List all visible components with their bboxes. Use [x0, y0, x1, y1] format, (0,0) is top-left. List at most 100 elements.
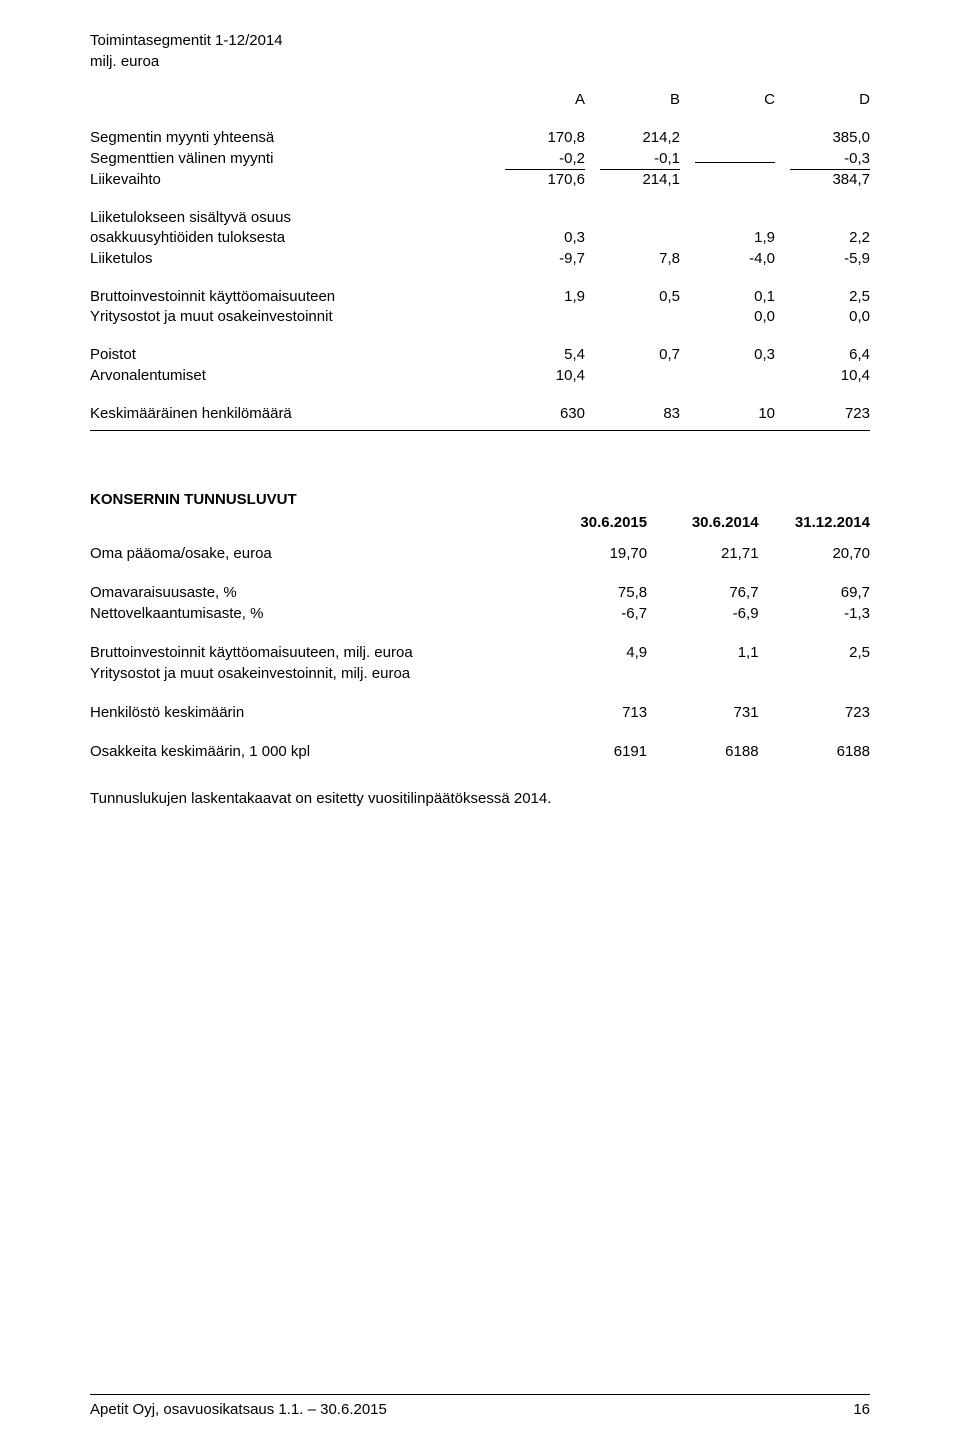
row-label: Bruttoinvestoinnit käyttöomaisuuteen	[90, 287, 490, 307]
cell-value	[585, 366, 680, 386]
cell-value: 10	[680, 404, 775, 424]
cell-value: 170,8	[490, 128, 585, 148]
table-row: Osakkeita keskimäärin, 1 000 kpl61916188…	[90, 741, 870, 762]
cell-value: 6,4	[775, 345, 870, 365]
konsernin-table: 30.6.201530.6.201431.12.2014 Oma pääoma/…	[90, 512, 870, 762]
row-label: Segmenttien välinen myynti	[90, 149, 490, 170]
cell-value: -1,3	[759, 603, 870, 624]
footer-left: Apetit Oyj, osavuosikatsaus 1.1. – 30.6.…	[90, 1401, 387, 1418]
cell-value: 20,70	[759, 543, 870, 564]
cell-value: 0,7	[585, 345, 680, 365]
cell-value	[759, 663, 870, 684]
table-row: Bruttoinvestoinnit käyttöomaisuuteen, mi…	[90, 642, 870, 663]
cell-value: 75,8	[536, 582, 647, 603]
cell-value: 385,0	[775, 128, 870, 148]
cell-value: -0,1	[585, 149, 680, 170]
cell-value: 731	[647, 702, 758, 723]
cell-value: 0,0	[775, 307, 870, 327]
cell-value	[536, 663, 647, 684]
cell-value	[647, 663, 758, 684]
table-row: Oma pääoma/osake, euroa19,7021,7120,70	[90, 543, 870, 564]
cell-value	[585, 208, 680, 228]
cell-value	[680, 366, 775, 386]
table-row: Arvonalentumiset10,410,4	[90, 366, 870, 386]
cell-value	[680, 149, 775, 170]
cell-value: 10,4	[775, 366, 870, 386]
cell-value: 0,3	[680, 345, 775, 365]
row-label: Liikevaihto	[90, 170, 490, 190]
segment-col-header: B	[585, 90, 680, 110]
table-row: Poistot5,40,70,36,4	[90, 345, 870, 365]
cell-value	[490, 307, 585, 327]
cell-value: 1,9	[680, 228, 775, 248]
cell-value: 76,7	[647, 582, 758, 603]
table-row: Liikevaihto170,6214,1384,7	[90, 170, 870, 190]
konsernin-header: KONSERNIN TUNNUSLUVUT	[90, 491, 870, 508]
segment-col-header: C	[680, 90, 775, 110]
segment-title-2: milj. euroa	[90, 51, 870, 72]
segment-col-header: D	[775, 90, 870, 110]
cell-value: 1,1	[647, 642, 758, 663]
cell-value	[680, 128, 775, 148]
cell-value: 0,1	[680, 287, 775, 307]
cell-value: 214,2	[585, 128, 680, 148]
page-footer: Apetit Oyj, osavuosikatsaus 1.1. – 30.6.…	[90, 1394, 870, 1418]
row-label: Yritysostot ja muut osakeinvestoinnit, m…	[90, 663, 536, 684]
cell-value: 69,7	[759, 582, 870, 603]
row-label: Poistot	[90, 345, 490, 365]
segment-title-1: Toimintasegmentit 1-12/2014	[90, 30, 870, 51]
cell-value: 1,9	[490, 287, 585, 307]
cell-value: 6188	[759, 741, 870, 762]
cell-value: 21,71	[647, 543, 758, 564]
row-label: Bruttoinvestoinnit käyttöomaisuuteen, mi…	[90, 642, 536, 663]
cell-value: -0,3	[775, 149, 870, 170]
cell-value: -6,7	[536, 603, 647, 624]
cell-value	[585, 228, 680, 248]
cell-value: 0,3	[490, 228, 585, 248]
cell-value: 170,6	[490, 170, 585, 190]
row-label: Omavaraisuusaste, %	[90, 582, 536, 603]
cell-value: 2,5	[775, 287, 870, 307]
row-label: Arvonalentumiset	[90, 366, 490, 386]
segment-table: ABCDSegmentin myynti yhteensä170,8214,23…	[90, 90, 870, 431]
row-label: Oma pääoma/osake, euroa	[90, 543, 536, 564]
row-label: Henkilöstö keskimäärin	[90, 702, 536, 723]
cell-value: -6,9	[647, 603, 758, 624]
table-row: Yritysostot ja muut osakeinvestoinnit, m…	[90, 663, 870, 684]
footer-right: 16	[853, 1401, 870, 1418]
row-label: Osakkeita keskimäärin, 1 000 kpl	[90, 741, 536, 762]
kt-col-header: 30.6.2014	[647, 512, 758, 533]
table-row: Nettovelkaantumisaste, %-6,7-6,9-1,3	[90, 603, 870, 624]
notes-text: Tunnuslukujen laskentakaavat on esitetty…	[90, 790, 870, 807]
cell-value: -9,7	[490, 249, 585, 269]
segment-col-header: A	[490, 90, 585, 110]
table-row: Omavaraisuusaste, %75,876,769,7	[90, 582, 870, 603]
table-row: Yritysostot ja muut osakeinvestoinnit 0,0…	[90, 307, 870, 327]
row-label: Liiketulos	[90, 249, 490, 269]
cell-value: 723	[775, 404, 870, 424]
cell-value: 723	[759, 702, 870, 723]
cell-value: -5,9	[775, 249, 870, 269]
table-row: Liiketulokseen sisältyvä osuus	[90, 208, 870, 228]
cell-value	[490, 208, 585, 228]
row-label: Nettovelkaantumisaste, %	[90, 603, 536, 624]
segment-title-block: Toimintasegmentit 1-12/2014 milj. euroa	[90, 30, 870, 72]
cell-value: 83	[585, 404, 680, 424]
cell-value: 4,9	[536, 642, 647, 663]
row-label: Yritysostot ja muut osakeinvestoinnit	[90, 307, 490, 327]
table-row: Segmentin myynti yhteensä170,8214,2385,0	[90, 128, 870, 148]
cell-value	[680, 170, 775, 190]
table-row: Liiketulos-9,77,8-4,0-5,9	[90, 249, 870, 269]
cell-value: 630	[490, 404, 585, 424]
table-row: osakkuusyhtiöiden tuloksesta0,31,92,2	[90, 228, 870, 248]
cell-value: 6188	[647, 741, 758, 762]
cell-value: 19,70	[536, 543, 647, 564]
row-label: Liiketulokseen sisältyvä osuus	[90, 208, 490, 228]
cell-value	[775, 208, 870, 228]
table-row: Keskimääräinen henkilömäärä6308310723	[90, 404, 870, 424]
cell-value: 7,8	[585, 249, 680, 269]
cell-value: 2,2	[775, 228, 870, 248]
cell-value: 5,4	[490, 345, 585, 365]
cell-value: 2,5	[759, 642, 870, 663]
cell-value: 0,0	[680, 307, 775, 327]
